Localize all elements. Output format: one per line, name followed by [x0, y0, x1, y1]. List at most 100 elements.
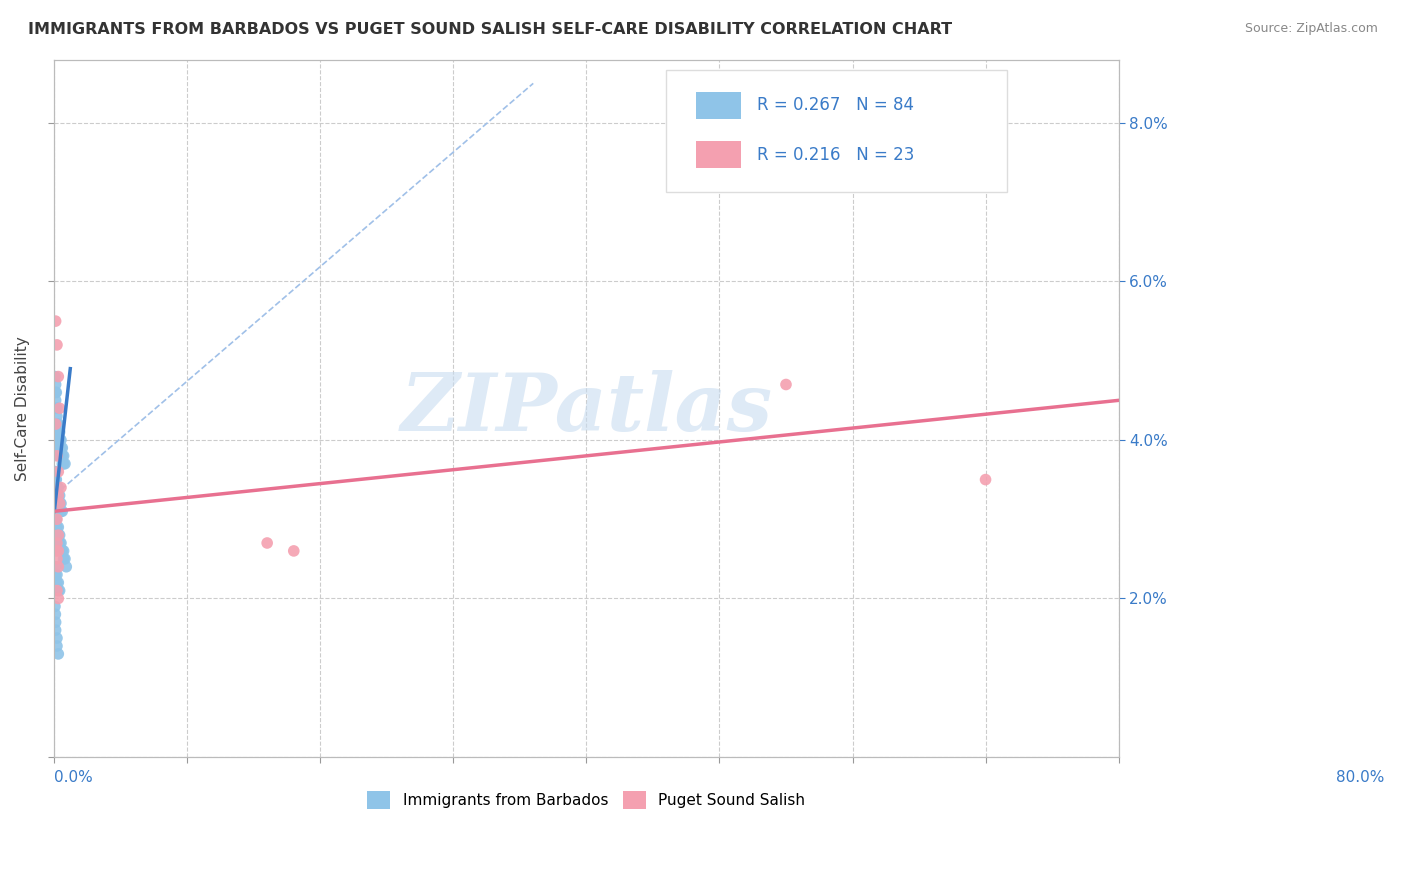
Point — [45, 393, 67, 408]
Bar — [696, 141, 741, 168]
Point — [49, 441, 72, 455]
Point — [46, 449, 69, 463]
Point — [45, 512, 67, 526]
Point — [49, 536, 72, 550]
Point — [46, 575, 69, 590]
Point — [46, 591, 69, 606]
Point — [46, 401, 69, 416]
Point — [46, 441, 69, 455]
Point — [46, 647, 69, 661]
Point — [46, 433, 69, 447]
Point — [49, 481, 72, 495]
Point — [46, 425, 69, 439]
Point — [46, 575, 69, 590]
Point — [45, 512, 67, 526]
Point — [52, 544, 75, 558]
Point — [48, 528, 70, 542]
Point — [52, 457, 75, 471]
Point — [46, 417, 69, 431]
Point — [45, 559, 67, 574]
Point — [44, 520, 66, 534]
Point — [45, 314, 67, 328]
Point — [45, 473, 67, 487]
Point — [45, 481, 67, 495]
Point — [44, 385, 66, 400]
Y-axis label: Self-Care Disability: Self-Care Disability — [15, 336, 30, 481]
Point — [46, 639, 69, 653]
Point — [44, 369, 66, 384]
Point — [52, 449, 75, 463]
Point — [45, 623, 67, 637]
FancyBboxPatch shape — [666, 70, 1007, 192]
Point — [45, 544, 67, 558]
Point — [49, 544, 72, 558]
Point — [51, 457, 73, 471]
Point — [46, 536, 69, 550]
Point — [46, 512, 69, 526]
Point — [46, 528, 69, 542]
Point — [48, 504, 70, 518]
Point — [46, 520, 69, 534]
Point — [46, 465, 69, 479]
Point — [46, 559, 69, 574]
Point — [46, 496, 69, 510]
Point — [46, 481, 69, 495]
Point — [45, 465, 67, 479]
Point — [46, 520, 69, 534]
Point — [44, 607, 66, 622]
Text: Source: ZipAtlas.com: Source: ZipAtlas.com — [1244, 22, 1378, 36]
Point — [51, 544, 73, 558]
Point — [51, 441, 73, 455]
Point — [45, 401, 67, 416]
Point — [48, 425, 70, 439]
Point — [46, 631, 69, 645]
Point — [48, 433, 70, 447]
Point — [53, 457, 76, 471]
Point — [45, 615, 67, 630]
Point — [52, 552, 75, 566]
Point — [44, 465, 66, 479]
Point — [45, 385, 67, 400]
Point — [51, 449, 73, 463]
Point — [44, 599, 66, 614]
Point — [48, 583, 70, 598]
Point — [46, 583, 69, 598]
Point — [48, 449, 70, 463]
Point — [46, 417, 69, 431]
Point — [44, 473, 66, 487]
Point — [46, 481, 69, 495]
Point — [48, 441, 70, 455]
Point — [46, 488, 69, 502]
Point — [974, 473, 997, 487]
Point — [48, 401, 70, 416]
Point — [44, 512, 66, 526]
Point — [46, 583, 69, 598]
Bar — [696, 93, 741, 119]
Point — [48, 488, 70, 502]
Point — [46, 488, 69, 502]
Point — [48, 536, 70, 550]
Point — [49, 504, 72, 518]
Point — [46, 552, 69, 566]
Point — [46, 536, 69, 550]
Point — [46, 441, 69, 455]
Point — [46, 425, 69, 439]
Point — [55, 559, 77, 574]
Text: R = 0.216   N = 23: R = 0.216 N = 23 — [756, 146, 914, 164]
Point — [48, 496, 70, 510]
Point — [46, 504, 69, 518]
Point — [46, 338, 69, 352]
Point — [46, 536, 69, 550]
Text: IMMIGRANTS FROM BARBADOS VS PUGET SOUND SALISH SELF-CARE DISABILITY CORRELATION : IMMIGRANTS FROM BARBADOS VS PUGET SOUND … — [28, 22, 952, 37]
Point — [48, 496, 70, 510]
Point — [45, 473, 67, 487]
Point — [46, 528, 69, 542]
Point — [46, 567, 69, 582]
Point — [46, 369, 69, 384]
Point — [46, 528, 69, 542]
Point — [46, 449, 69, 463]
Point — [46, 409, 69, 424]
Point — [53, 552, 76, 566]
Point — [51, 504, 73, 518]
Text: 0.0%: 0.0% — [55, 770, 93, 784]
